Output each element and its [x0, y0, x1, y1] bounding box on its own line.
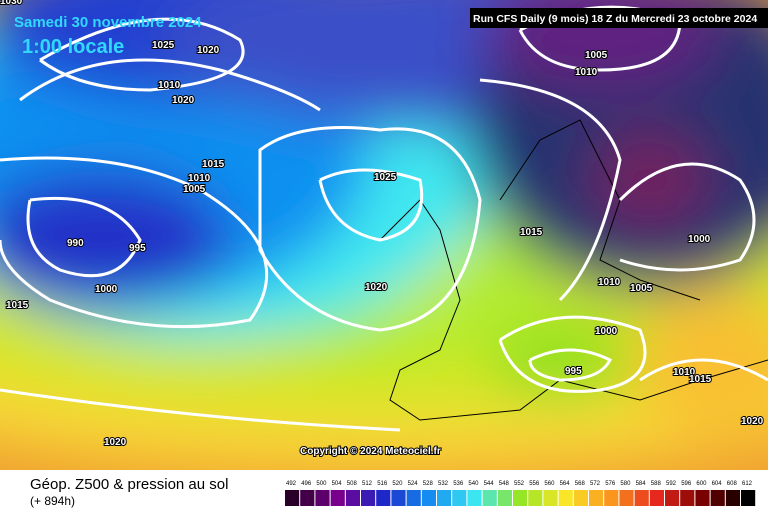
scale-label: 588 [651, 481, 662, 487]
scale-label: 508 [347, 481, 358, 487]
isobar-label: 990 [67, 238, 84, 249]
scale-label: 556 [529, 481, 540, 487]
isobar-label: 1025 [152, 40, 175, 51]
scale-label: 492 [286, 481, 297, 487]
scale-swatch [330, 490, 345, 506]
isobar-label: 1000 [95, 284, 118, 295]
isobar-label: 1015 [520, 227, 543, 238]
scale-swatch [345, 490, 360, 506]
scale-label: 608 [727, 481, 738, 487]
scale-label: 612 [742, 481, 753, 487]
scale-label: 576 [605, 481, 616, 487]
isobar-label: 1010 [598, 277, 621, 288]
scale-swatch [482, 490, 497, 506]
scale-label: 596 [681, 481, 692, 487]
scale-swatch [710, 490, 725, 506]
isobar-label: 1010 [575, 67, 598, 78]
scale-label: 512 [362, 481, 373, 487]
scale-label: 548 [499, 481, 510, 487]
date: Samedi 30 novembre 2024 [14, 14, 202, 31]
scale-swatch [406, 490, 421, 506]
scale-label: 540 [468, 481, 479, 487]
scale-label: 536 [453, 481, 464, 487]
isobar-label: 1025 [374, 172, 397, 183]
scale-label: 564 [560, 481, 571, 487]
scale-label: 592 [666, 481, 677, 487]
scale-label: 544 [484, 481, 495, 487]
isobar-label: 1000 [688, 234, 711, 245]
scale-label: 604 [712, 481, 723, 487]
legend-lead: (+ 894h) [30, 494, 75, 508]
isobar-label: 1010 [188, 173, 211, 184]
scale-swatch [680, 490, 695, 506]
scale-swatch [604, 490, 619, 506]
isobar-label: 1015 [6, 300, 29, 311]
scale-label: 524 [408, 481, 419, 487]
scale-swatch [285, 490, 300, 506]
isobar-label: 1015 [202, 159, 225, 170]
scale-swatch [376, 490, 391, 506]
field [0, 0, 768, 470]
scale-label: 496 [301, 481, 312, 487]
scale-label: 520 [392, 481, 403, 487]
scale-label: 560 [544, 481, 555, 487]
isobar-label: 1010 [673, 367, 696, 378]
isobar-label: 1000 [595, 326, 618, 337]
scale-swatch [391, 490, 406, 506]
scale-label: 572 [590, 481, 601, 487]
isobar-label: 1020 [172, 95, 195, 106]
scale-swatch [437, 490, 452, 506]
scale-swatch [695, 490, 710, 506]
scale-swatch [573, 490, 588, 506]
isobar-label: 1020 [741, 416, 764, 427]
isobar-label: 995 [565, 366, 582, 377]
isobar-label: 1005 [585, 50, 608, 61]
scale-swatch [513, 490, 528, 506]
isobar-label: 1020 [104, 437, 127, 448]
scale-swatch [361, 490, 376, 506]
color-scale: 492 496 500 504 508 512 516 520 524 528 532 536 540 5… [285, 481, 756, 506]
scale-label: 552 [514, 481, 525, 487]
run-box [470, 8, 768, 28]
scale-swatch [634, 490, 649, 506]
scale-label: 528 [423, 481, 434, 487]
scale-swatch [725, 490, 740, 506]
scale-swatch [558, 490, 573, 506]
scale-swatch [665, 490, 680, 506]
scale-swatch [497, 490, 512, 506]
isobar-label: 995 [129, 243, 146, 254]
time: 1:00 locale [22, 36, 124, 58]
scale-label: 568 [575, 481, 586, 487]
scale-label: 600 [696, 481, 707, 487]
isobar-label: 1010 [158, 80, 181, 91]
scale-swatch [421, 490, 436, 506]
isobar-label: 1015 [689, 374, 712, 385]
scale-swatch [300, 490, 315, 506]
isobar-label: 1030 [0, 0, 23, 7]
scale-swatch [649, 490, 664, 506]
isobar-label: 1020 [197, 45, 220, 56]
run-info: Run CFS Daily (9 mois) 18 Z du Mercredi … [473, 13, 757, 25]
isobar-label: 1020 [365, 282, 388, 293]
scale-swatch [619, 490, 634, 506]
scale-swatch [528, 490, 543, 506]
scale-label: 584 [636, 481, 647, 487]
scale-label: 504 [332, 481, 343, 487]
scale-label: 580 [620, 481, 631, 487]
scale-label: 500 [316, 481, 327, 487]
scale-swatch [589, 490, 604, 506]
scale-swatch [452, 490, 467, 506]
scale-swatch [315, 490, 330, 506]
scale-swatch [543, 490, 558, 506]
isobar-label: 1005 [630, 283, 653, 294]
scale-label: 516 [377, 481, 388, 487]
isobar-label: 1005 [183, 184, 206, 195]
scale-swatch [467, 490, 482, 506]
copyright: Copyright © 2024 Meteociel.fr [300, 446, 441, 457]
legend-title: Géop. Z500 & pression au sol [30, 476, 228, 493]
scale-swatch [741, 490, 756, 506]
scale-label: 532 [438, 481, 449, 487]
